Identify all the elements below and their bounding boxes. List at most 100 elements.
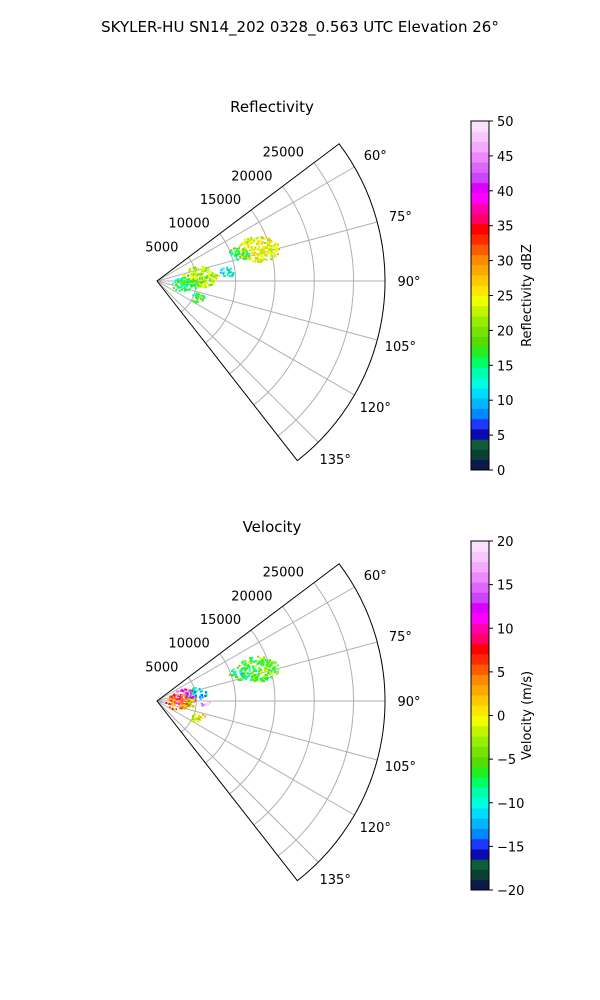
colorbar-segment bbox=[471, 561, 489, 573]
echo-gate bbox=[195, 277, 197, 280]
echo-region bbox=[199, 700, 212, 707]
colorbar-segment bbox=[471, 653, 489, 665]
echo-gate bbox=[201, 273, 204, 275]
colorbar-tick-label: 30 bbox=[497, 255, 514, 270]
echo-gate bbox=[196, 278, 199, 281]
colorbar-segment bbox=[471, 408, 489, 420]
echo-gate bbox=[210, 284, 213, 286]
range-ring bbox=[205, 233, 237, 344]
echo-gate bbox=[241, 668, 244, 671]
range-ring bbox=[180, 257, 197, 313]
echo-gate bbox=[255, 237, 258, 240]
echo-gate bbox=[170, 699, 173, 702]
echo-gate bbox=[226, 266, 229, 269]
echo-gate bbox=[185, 278, 188, 281]
echo-gate bbox=[199, 274, 202, 277]
echo-gate bbox=[173, 702, 176, 705]
echo-gate bbox=[171, 282, 174, 285]
echo-gate bbox=[191, 691, 194, 694]
echo-gate bbox=[273, 244, 276, 247]
echo-gate bbox=[184, 688, 187, 691]
echo-gate bbox=[276, 671, 278, 674]
colorbar-tick-label: 0 bbox=[497, 710, 505, 725]
echo-gate bbox=[256, 256, 259, 259]
colorbar-tick-label: 20 bbox=[497, 324, 514, 339]
colorbar-label: Reflectivity dBZ bbox=[520, 244, 535, 347]
echo-gate bbox=[265, 254, 268, 257]
echo-gate bbox=[248, 669, 251, 672]
echo-gate bbox=[240, 670, 243, 673]
echo-gate bbox=[174, 701, 176, 704]
echo-gate bbox=[192, 267, 195, 270]
radial-gridline bbox=[156, 700, 378, 761]
colorbar-segment bbox=[471, 705, 489, 716]
colorbar-segment bbox=[471, 151, 489, 163]
echo-gate bbox=[194, 269, 197, 272]
range-ring bbox=[180, 677, 197, 733]
echo-gate bbox=[266, 668, 269, 670]
echo-gate bbox=[247, 241, 250, 244]
echo-gate bbox=[215, 278, 218, 281]
echo-gate bbox=[180, 283, 183, 286]
echo-gate bbox=[263, 675, 266, 678]
echo-gate bbox=[185, 688, 188, 691]
echo-gate bbox=[260, 260, 263, 263]
echo-gate bbox=[190, 286, 193, 289]
echo-gate bbox=[181, 693, 184, 696]
echo-gate bbox=[229, 267, 232, 270]
echo-gate bbox=[257, 655, 260, 658]
echo-gate bbox=[192, 693, 195, 696]
colorbar-tick-label: 10 bbox=[497, 394, 514, 409]
echo-gate bbox=[269, 671, 272, 674]
echo-gate bbox=[168, 702, 171, 705]
echo-gate bbox=[168, 706, 171, 709]
echo-gate bbox=[267, 237, 270, 240]
echo-gate bbox=[169, 695, 172, 698]
echo-gate bbox=[257, 258, 260, 261]
echo-gate bbox=[191, 698, 194, 701]
colorbar-segment bbox=[471, 694, 489, 706]
echo-gate bbox=[271, 248, 274, 251]
echo-gate bbox=[185, 693, 188, 696]
echo-gate bbox=[245, 249, 248, 252]
echo-gate bbox=[276, 247, 279, 250]
colorbar-segment bbox=[471, 357, 489, 368]
echo-gate bbox=[261, 248, 263, 251]
radial-gridline bbox=[156, 280, 378, 341]
echo-gate bbox=[174, 696, 177, 699]
echo-gate bbox=[170, 695, 173, 698]
echo-gate bbox=[255, 670, 258, 673]
colorbar-tick-label: 10 bbox=[497, 622, 514, 637]
echo-gate bbox=[258, 245, 260, 248]
echo-gate bbox=[230, 253, 233, 256]
echo-gate bbox=[271, 661, 274, 664]
radial-gridline bbox=[156, 700, 319, 863]
echo-gate bbox=[260, 661, 263, 664]
echo-gate bbox=[263, 242, 266, 245]
echo-gate bbox=[184, 283, 187, 286]
echo-gate bbox=[180, 278, 183, 281]
echo-gate bbox=[253, 670, 256, 673]
echo-gate bbox=[191, 689, 194, 692]
echo-gate bbox=[185, 701, 188, 704]
echo-gate bbox=[192, 300, 195, 302]
echo-gate bbox=[251, 241, 254, 244]
echo-gate bbox=[238, 252, 241, 255]
echo-gate bbox=[192, 700, 195, 703]
echo-gate bbox=[174, 279, 177, 282]
echo-gate bbox=[253, 660, 256, 663]
echo-gate bbox=[245, 257, 248, 260]
echo-gate bbox=[223, 275, 226, 278]
echo-gate bbox=[268, 662, 271, 664]
echo-gate bbox=[205, 276, 208, 279]
echo-gate bbox=[191, 705, 194, 708]
echo-gate bbox=[188, 269, 191, 272]
echo-gate bbox=[262, 255, 265, 258]
colorbar-segment bbox=[471, 777, 489, 788]
echo-gate bbox=[192, 274, 195, 277]
colorbar-segment bbox=[471, 725, 489, 737]
colorbar-segment bbox=[471, 264, 489, 276]
echo-gate bbox=[269, 673, 271, 675]
echo-gate bbox=[200, 294, 203, 297]
echo-gate bbox=[253, 673, 256, 676]
